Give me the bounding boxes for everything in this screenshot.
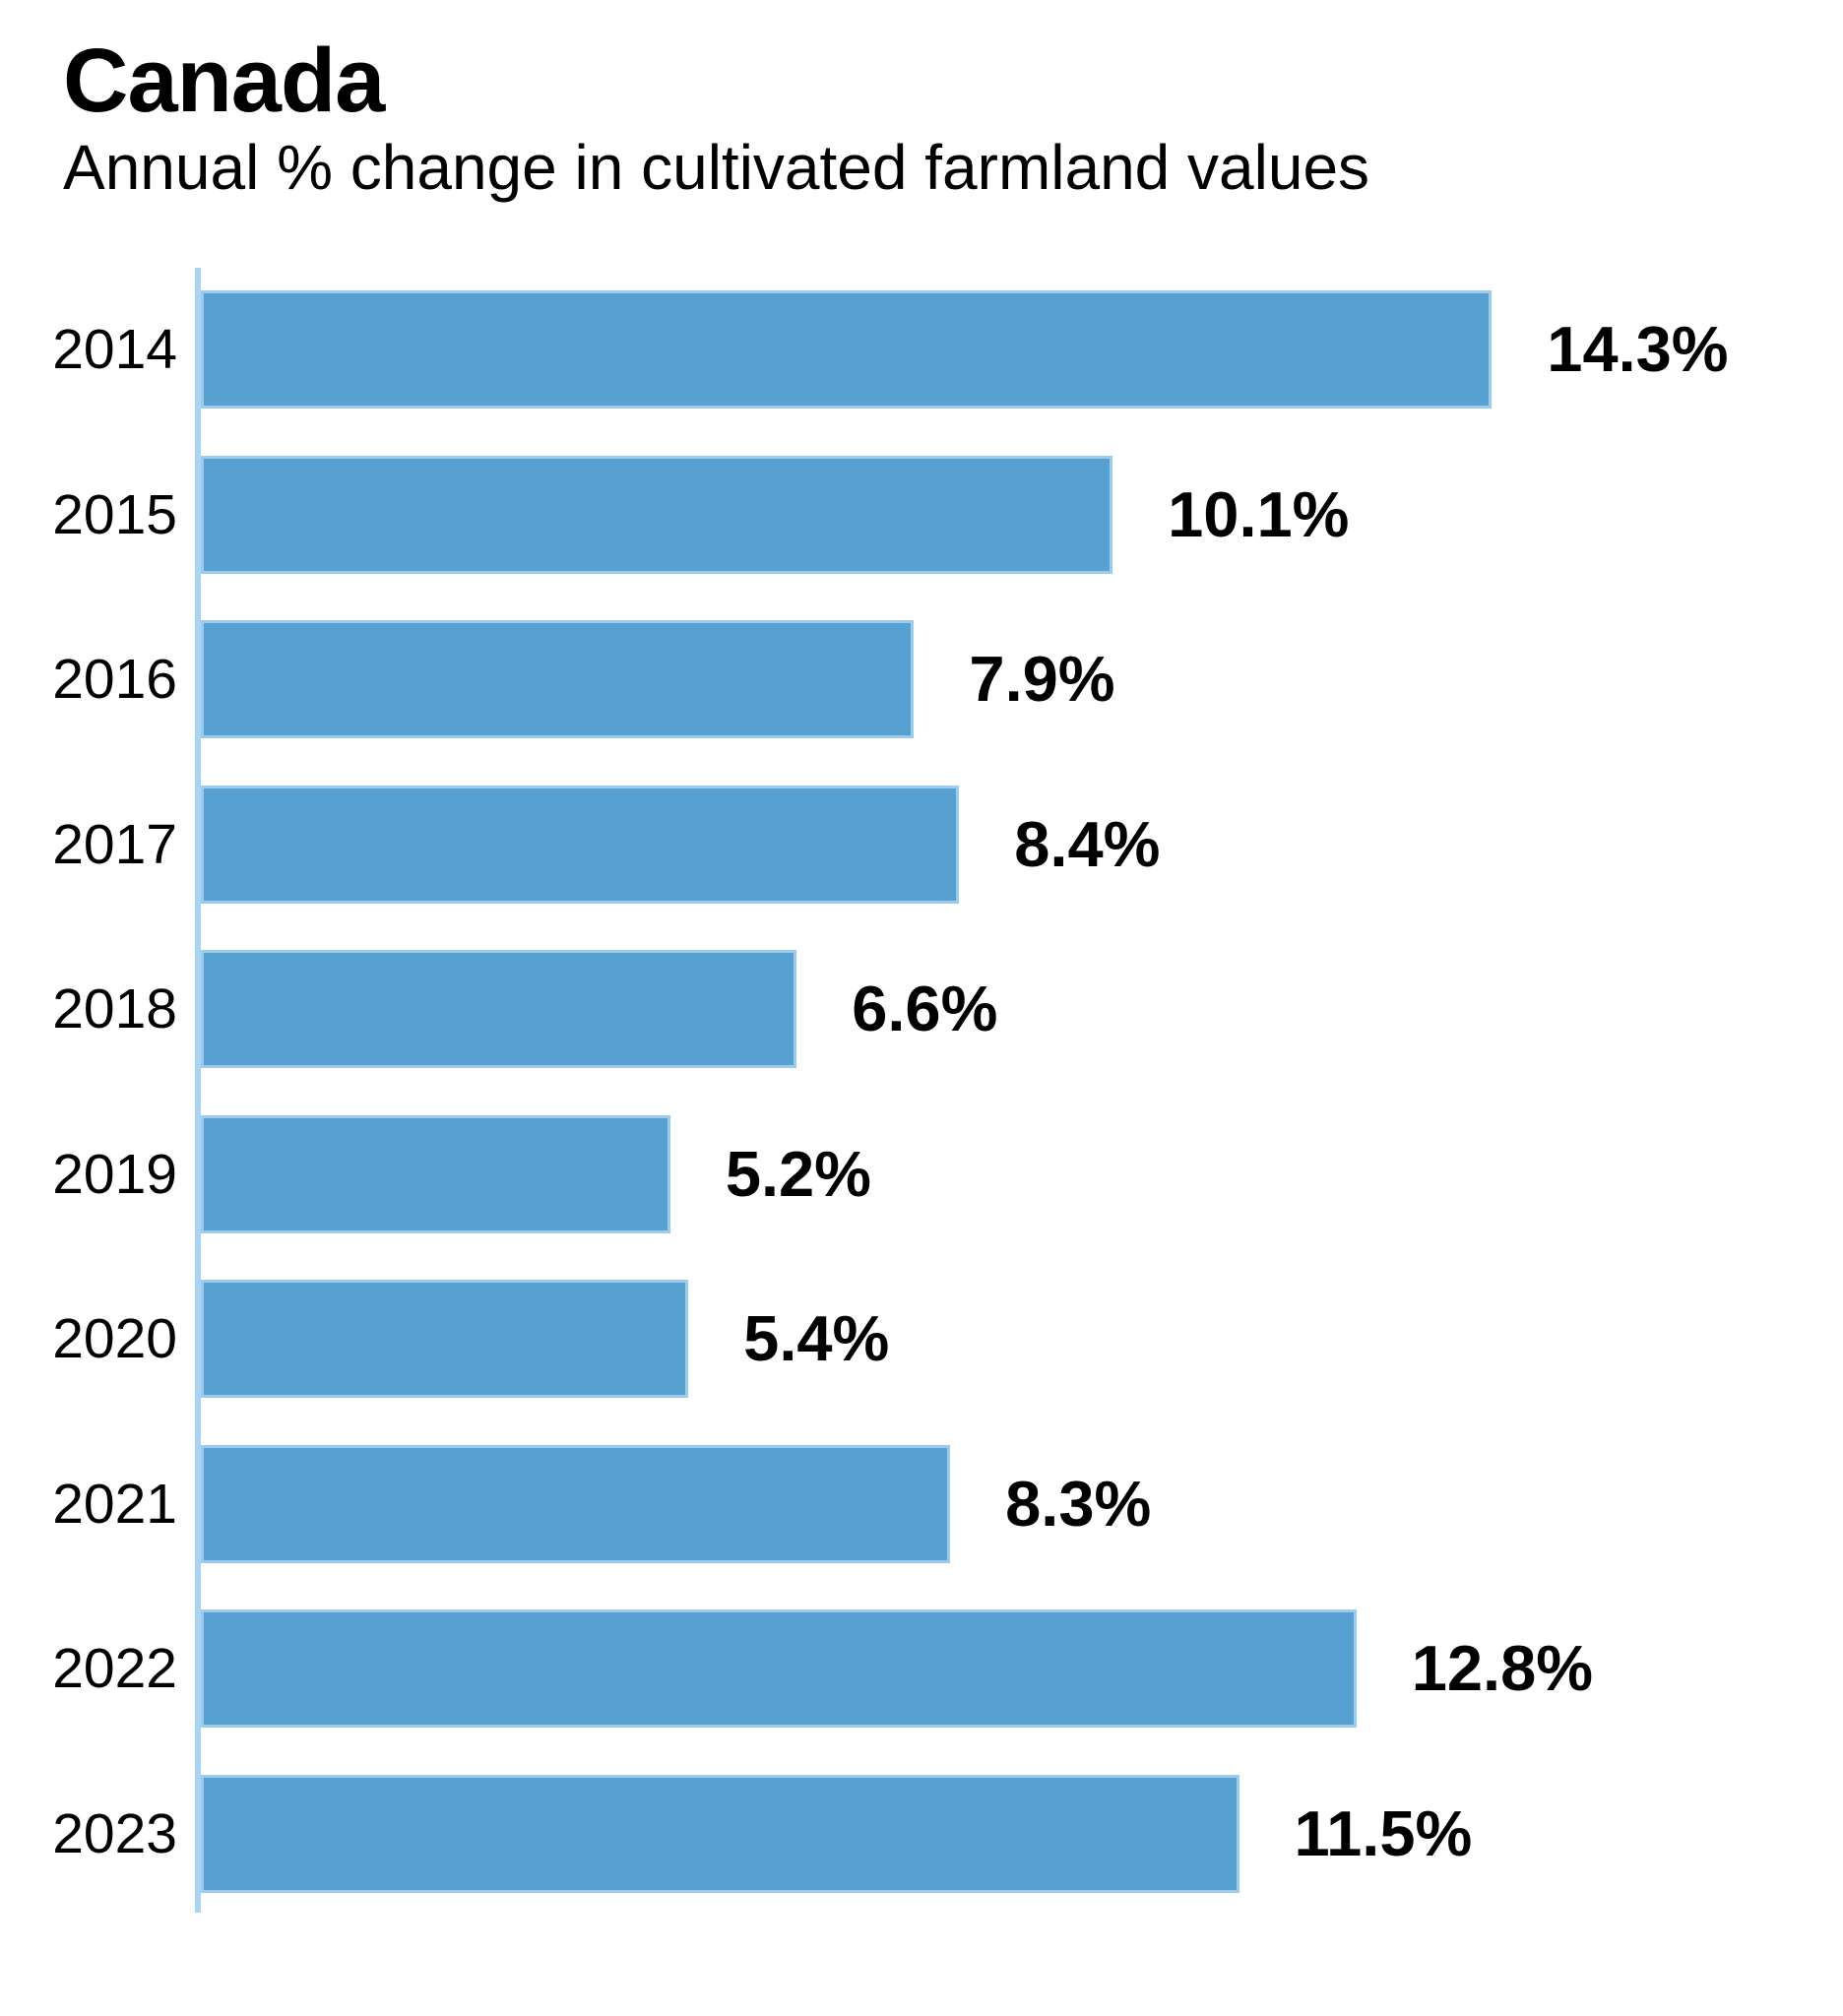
bar (201, 1444, 951, 1563)
year-label: 2018 (52, 977, 177, 1040)
year-label: 2023 (52, 1801, 177, 1865)
bar (201, 1280, 689, 1398)
value-label: 10.1% (1168, 477, 1350, 550)
chart-subtitle: Annual % change in cultivated farmland v… (63, 132, 1370, 203)
value-label: 5.4% (743, 1302, 890, 1374)
y-axis-line (195, 268, 201, 1913)
value-label: 8.3% (1005, 1467, 1152, 1540)
bar (201, 1774, 1239, 1893)
value-label: 11.5% (1294, 1796, 1473, 1869)
bar (201, 620, 915, 738)
year-label: 2017 (52, 812, 177, 876)
value-label: 8.4% (1014, 807, 1161, 880)
chart-title: Canada (63, 31, 385, 131)
value-label: 12.8% (1411, 1632, 1594, 1704)
bar (201, 950, 797, 1068)
year-label: 2014 (52, 318, 177, 381)
bar (201, 1114, 670, 1233)
value-label: 7.9% (969, 643, 1115, 715)
year-label: 2020 (52, 1307, 177, 1370)
bar (201, 785, 960, 904)
chart-header: Canada Annual % change in cultivated far… (63, 35, 1369, 199)
year-label: 2016 (52, 648, 177, 711)
year-label: 2015 (52, 482, 177, 546)
year-label: 2021 (52, 1472, 177, 1536)
bar (201, 455, 1113, 574)
value-label: 6.6% (852, 973, 998, 1044)
year-label: 2022 (52, 1637, 177, 1700)
bar (201, 290, 1493, 409)
value-label: 5.2% (725, 1137, 871, 1210)
value-label: 14.3% (1547, 313, 1729, 385)
year-label: 2019 (52, 1142, 177, 1206)
bar (201, 1609, 1357, 1728)
